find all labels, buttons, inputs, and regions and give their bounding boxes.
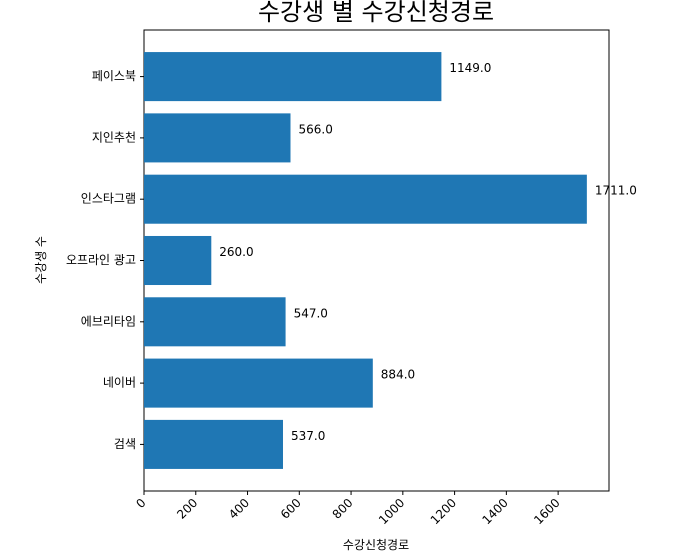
x-tick-label: 800 (330, 496, 356, 522)
x-tick-label: 1000 (376, 496, 407, 527)
y-tick-label: 지인추천 (92, 129, 136, 144)
value-label: 537.0 (291, 429, 325, 443)
value-label: 1149.0 (449, 61, 491, 75)
bar (144, 297, 286, 347)
bar (144, 113, 291, 163)
x-tick-label: 1400 (479, 496, 510, 527)
x-tick-label: 0 (133, 496, 148, 511)
y-tick-label: 네이버 (103, 376, 136, 390)
bar (144, 358, 373, 408)
x-tick-label: 1200 (428, 496, 459, 527)
bar (144, 235, 212, 286)
value-label: 566.0 (298, 122, 332, 136)
value-label: 547.0 (294, 306, 328, 320)
x-tick-label: 600 (278, 496, 304, 522)
x-tick-label: 1600 (531, 496, 562, 527)
y-axis-label: 수강생 수 (34, 236, 48, 284)
value-label: 260.0 (219, 245, 253, 259)
x-axis-label: 수강신청경로 (343, 538, 409, 552)
x-tick-label: 200 (174, 496, 200, 522)
y-tick-label: 인스타그램 (81, 192, 136, 206)
bar (144, 52, 442, 102)
chart-title: 수강생 별 수강신청경로 (258, 0, 494, 26)
y-tick-label: 검색 (114, 437, 136, 451)
bar (144, 419, 283, 469)
value-label: 1711.0 (595, 184, 637, 198)
y-tick-label: 페이스북 (92, 69, 136, 83)
bar (144, 174, 587, 224)
value-label: 884.0 (381, 368, 415, 382)
y-tick-label: 오프라인 광고 (66, 253, 136, 267)
y-tick-label: 에브리타임 (81, 314, 136, 328)
x-tick-label: 400 (226, 496, 252, 522)
